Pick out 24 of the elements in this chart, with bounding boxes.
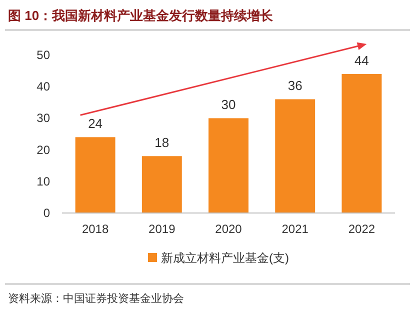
- data-label: 44: [354, 52, 369, 68]
- bar: [75, 137, 116, 213]
- y-tick-label: 30: [36, 111, 50, 126]
- data-label: 24: [88, 116, 103, 132]
- data-label: 18: [154, 135, 170, 150]
- y-tick-label: 0: [43, 206, 50, 220]
- y-tick-label: 10: [36, 174, 50, 188]
- bar: [142, 156, 182, 213]
- bar: [208, 118, 248, 213]
- data-label: 30: [221, 97, 236, 112]
- x-tick-label: 2018: [82, 222, 109, 236]
- bar: [275, 99, 316, 213]
- legend-label: 新成立材料产业基金(支): [161, 251, 289, 265]
- x-tick-label: 2021: [282, 222, 309, 236]
- text: 资料来源：中国证券投资基金业协会: [8, 292, 184, 305]
- bar: [342, 74, 382, 213]
- data-label: 36: [288, 78, 302, 94]
- y-tick-label: 20: [36, 142, 50, 157]
- chart-title: 图 10：我国新材料产业基金发行数量持续增长: [8, 8, 274, 23]
- x-tick-label: 2019: [148, 222, 176, 236]
- x-tick-label: 2020: [215, 222, 242, 236]
- y-tick-label: 50: [36, 48, 50, 62]
- x-tick-label: 2022: [348, 222, 376, 236]
- y-tick-label: 40: [36, 80, 50, 94]
